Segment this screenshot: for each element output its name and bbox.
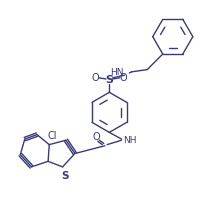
Text: NH: NH — [123, 136, 136, 145]
Text: S: S — [61, 171, 68, 181]
Text: Cl: Cl — [47, 131, 57, 141]
Text: HN: HN — [110, 69, 124, 77]
Text: O: O — [92, 132, 100, 142]
Text: O: O — [120, 73, 128, 83]
Text: S: S — [105, 75, 113, 85]
Text: O: O — [91, 73, 99, 83]
